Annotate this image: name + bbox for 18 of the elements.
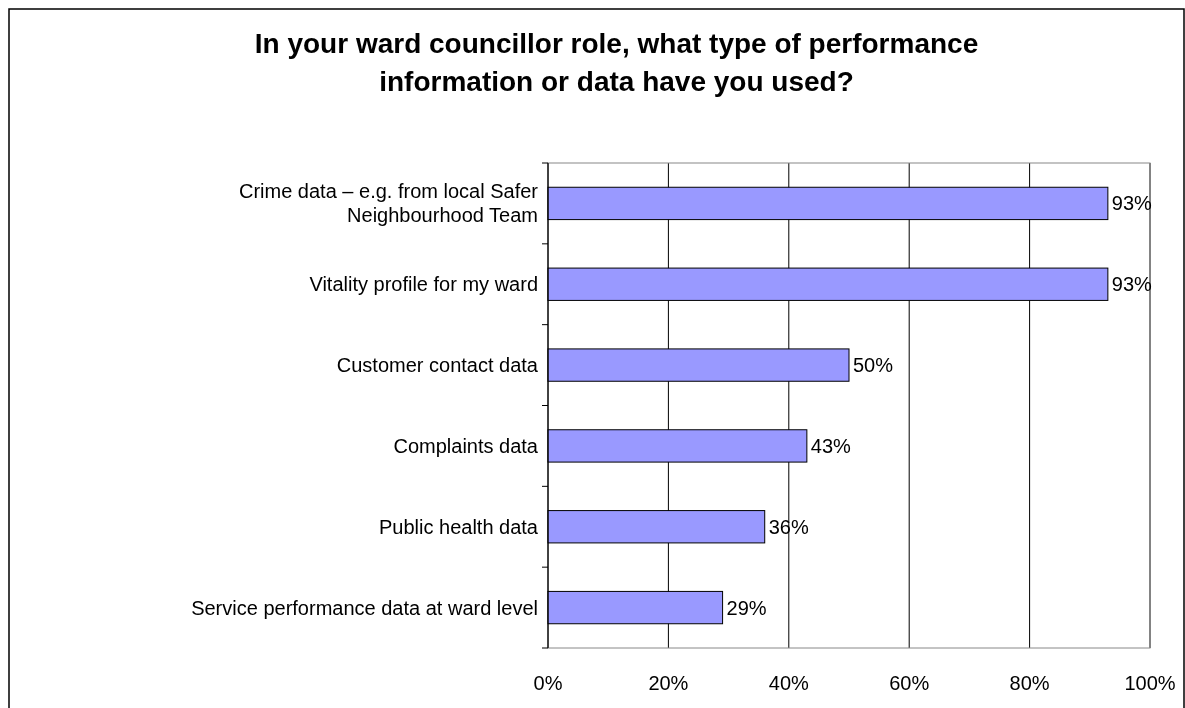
data-label: 50%	[853, 354, 894, 377]
chart-title: In your ward councillor role, what type of performance information or data have you used?	[254, 28, 979, 97]
y-tick-label: Crime data – e.g. from local Safer Neighbourhood Team	[238, 180, 539, 227]
data-label: 93%	[1111, 192, 1153, 215]
y-tick-label: Vitality profile for my ward	[309, 273, 538, 296]
x-tick-label: 0%	[533, 672, 563, 694]
x-tick-label: 40%	[768, 672, 810, 694]
x-tick-label: 20%	[648, 672, 689, 694]
x-tick-label: 60%	[889, 672, 930, 694]
y-tick-label: Complaints data	[393, 434, 539, 457]
data-label: 29%	[726, 596, 767, 619]
data-label: 43%	[810, 434, 852, 457]
x-tick-label: 100%	[1124, 672, 1176, 694]
y-tick-label: Service performance data at ward level	[191, 596, 538, 619]
x-tick-label: 80%	[1009, 672, 1050, 694]
data-label: 93%	[1111, 273, 1153, 296]
y-tick-label: Customer contact data	[336, 354, 539, 377]
y-tick-label: Public health data	[378, 515, 539, 538]
